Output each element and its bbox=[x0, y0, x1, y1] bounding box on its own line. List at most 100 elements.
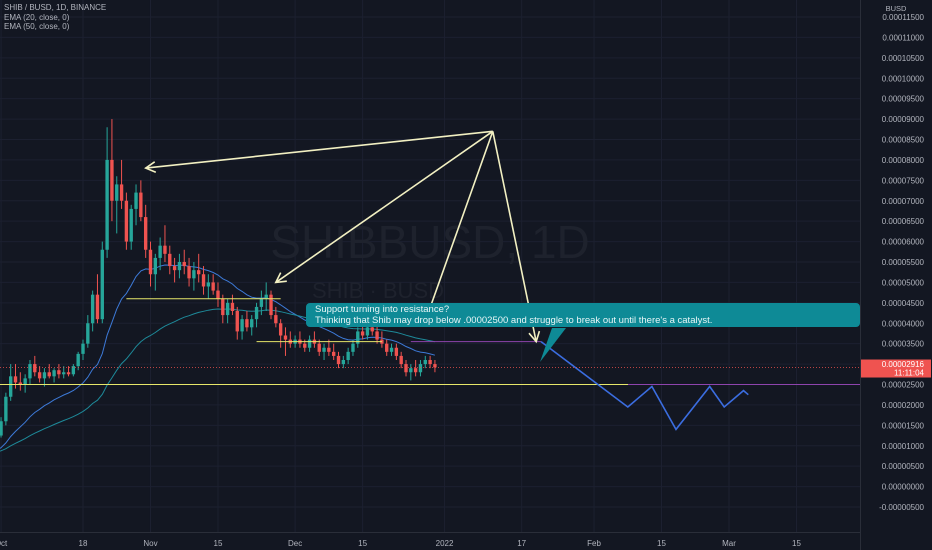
candle-body[interactable] bbox=[71, 366, 76, 375]
ema20-label[interactable]: EMA (20, close, 0) bbox=[4, 12, 70, 22]
candle-body[interactable] bbox=[13, 376, 18, 383]
candle-body[interactable] bbox=[119, 184, 124, 201]
candle-body[interactable] bbox=[331, 351, 336, 356]
candle-body[interactable] bbox=[245, 319, 249, 328]
candle-body[interactable] bbox=[380, 339, 384, 344]
candle-body[interactable] bbox=[95, 294, 100, 320]
candle-body[interactable] bbox=[52, 370, 56, 377]
price-tag[interactable] bbox=[861, 359, 931, 378]
candle-body[interactable] bbox=[418, 364, 423, 373]
candle-body[interactable] bbox=[42, 372, 47, 379]
candle-body[interactable] bbox=[81, 343, 85, 354]
candle-body[interactable] bbox=[230, 302, 235, 311]
candle-body[interactable] bbox=[423, 360, 427, 365]
candle-body[interactable] bbox=[389, 347, 394, 352]
candle-body[interactable] bbox=[163, 245, 167, 254]
candle-body[interactable] bbox=[134, 192, 138, 209]
candle-body[interactable] bbox=[148, 249, 153, 275]
annotations[interactable] bbox=[0, 130, 860, 431]
candle-body[interactable] bbox=[192, 270, 196, 279]
candle-body[interactable] bbox=[240, 319, 244, 332]
candle-body[interactable] bbox=[283, 335, 288, 340]
arrow-line[interactable] bbox=[424, 131, 494, 322]
candle-body[interactable] bbox=[0, 421, 3, 436]
candle-body[interactable] bbox=[76, 353, 80, 367]
candle-body[interactable] bbox=[413, 368, 418, 373]
arrow-line[interactable] bbox=[145, 130, 493, 169]
candle-body[interactable] bbox=[365, 327, 370, 336]
symbol-label[interactable]: SHIB / BUSD, 1D, BINANCE bbox=[4, 3, 107, 12]
candle-body[interactable] bbox=[182, 262, 186, 267]
candle-body[interactable] bbox=[269, 294, 273, 316]
x-axis[interactable]: Oct 18 Nov 15 Dec 15 2022 17 Feb 15 Mar 15 bbox=[0, 532, 932, 549]
candle-body[interactable] bbox=[216, 290, 220, 299]
candle-body[interactable] bbox=[322, 347, 326, 352]
candle-body[interactable] bbox=[370, 327, 374, 332]
candle-body[interactable] bbox=[100, 249, 104, 320]
callout-note[interactable]: Support turning into resistance? Thinkin… bbox=[306, 303, 860, 327]
candle-body[interactable] bbox=[346, 351, 350, 360]
candle-body[interactable] bbox=[33, 364, 37, 373]
candle-body[interactable] bbox=[4, 396, 8, 422]
candle-body[interactable] bbox=[221, 298, 225, 316]
candle-body[interactable] bbox=[206, 282, 211, 287]
candle-body[interactable] bbox=[153, 257, 158, 275]
candle-body[interactable] bbox=[254, 306, 259, 320]
candle-body[interactable] bbox=[336, 355, 341, 365]
candle-body[interactable] bbox=[327, 347, 331, 352]
candle-body[interactable] bbox=[394, 347, 399, 356]
candle-body[interactable] bbox=[303, 343, 307, 348]
candle-body[interactable] bbox=[356, 331, 360, 344]
candle-body[interactable] bbox=[66, 372, 71, 375]
candle-body[interactable] bbox=[115, 184, 119, 201]
candle-body[interactable] bbox=[360, 331, 365, 336]
candle-body[interactable] bbox=[317, 343, 321, 352]
candle-body[interactable] bbox=[158, 245, 162, 258]
candle-body[interactable] bbox=[201, 274, 206, 287]
candle-body[interactable] bbox=[197, 270, 201, 275]
arrow-line[interactable] bbox=[275, 130, 494, 284]
candle-body[interactable] bbox=[187, 266, 191, 279]
candle-body[interactable] bbox=[375, 331, 379, 340]
candle-body[interactable] bbox=[177, 262, 182, 271]
candle-body[interactable] bbox=[225, 302, 230, 316]
candle-body[interactable] bbox=[57, 370, 61, 375]
candle-body[interactable] bbox=[143, 217, 148, 250]
projection-path[interactable] bbox=[540, 340, 749, 431]
candle-body[interactable] bbox=[105, 159, 109, 250]
candle-body[interactable] bbox=[250, 319, 254, 328]
candle-body[interactable] bbox=[307, 339, 312, 348]
candle-body[interactable] bbox=[18, 382, 23, 385]
candle-body[interactable] bbox=[259, 298, 264, 307]
candle-body[interactable] bbox=[404, 364, 408, 373]
candle-body[interactable] bbox=[168, 253, 172, 267]
candle-body[interactable] bbox=[139, 192, 143, 218]
ema50-label[interactable]: EMA (50, close, 0) bbox=[4, 22, 70, 31]
candle-body[interactable] bbox=[385, 343, 389, 352]
candle-body[interactable] bbox=[86, 323, 90, 344]
candle-body[interactable] bbox=[110, 159, 114, 201]
candle-body[interactable] bbox=[399, 355, 403, 365]
candle-body[interactable] bbox=[341, 360, 346, 365]
candle-body[interactable] bbox=[278, 323, 283, 336]
candle-body[interactable] bbox=[62, 372, 66, 375]
candle-body[interactable] bbox=[47, 372, 51, 377]
candle-body[interactable] bbox=[129, 208, 133, 242]
candle-body[interactable] bbox=[409, 368, 413, 373]
candle-body[interactable] bbox=[37, 372, 42, 379]
candle-body[interactable] bbox=[8, 376, 13, 397]
candle-body[interactable] bbox=[28, 364, 32, 379]
currency-label[interactable]: BUSD bbox=[886, 4, 907, 13]
candle-body[interactable] bbox=[274, 315, 278, 324]
candle-body[interactable] bbox=[124, 200, 129, 242]
candle-body[interactable] bbox=[211, 282, 215, 291]
candle-body[interactable] bbox=[23, 378, 27, 385]
candle-body[interactable] bbox=[264, 294, 268, 299]
candle-body[interactable] bbox=[90, 294, 95, 324]
candle-body[interactable] bbox=[172, 266, 177, 271]
candle-body[interactable] bbox=[235, 311, 239, 332]
candle-body[interactable] bbox=[433, 364, 437, 368]
candle-body[interactable] bbox=[428, 360, 432, 365]
